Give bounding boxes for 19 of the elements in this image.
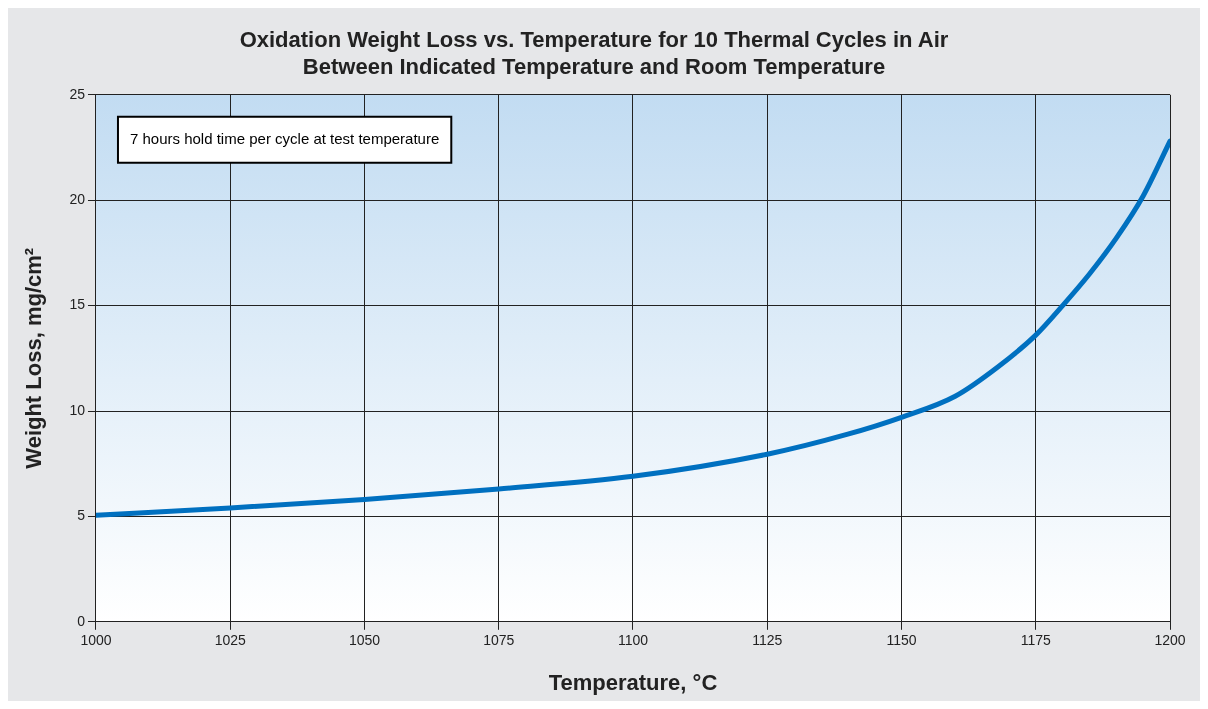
x-tick-label: 1075 xyxy=(483,632,515,649)
y-axis-title: Weight Loss, mg/cm² xyxy=(21,247,47,469)
y-tick-label: 0 xyxy=(77,612,86,629)
x-tick-label: 1100 xyxy=(617,632,649,649)
x-axis-title: Temperature, °C xyxy=(548,669,718,695)
x-tick-label: 1200 xyxy=(1154,632,1186,649)
y-tick-label: 5 xyxy=(77,507,86,524)
x-tick-label: 1175 xyxy=(1020,632,1052,649)
annotation: 7 hours hold time per cycle at test temperature xyxy=(129,129,440,147)
x-tick-label: 1025 xyxy=(214,632,247,649)
x-tick-label: 1125 xyxy=(752,632,783,649)
x-tick-label: 1000 xyxy=(80,632,112,649)
y-tick-label: 10 xyxy=(69,401,86,418)
y-tick-label: 20 xyxy=(69,191,86,208)
y-tick-label: 25 xyxy=(69,85,86,102)
chart-title: Oxidation Weight Loss vs. Temperature for 10 Thermal Cycles in Air Between Indicated Temperature and Room Temperature xyxy=(239,27,949,79)
y-tick-label: 15 xyxy=(69,296,86,313)
x-tick-label: 1050 xyxy=(348,632,381,649)
x-tick-label: 1150 xyxy=(886,632,917,649)
